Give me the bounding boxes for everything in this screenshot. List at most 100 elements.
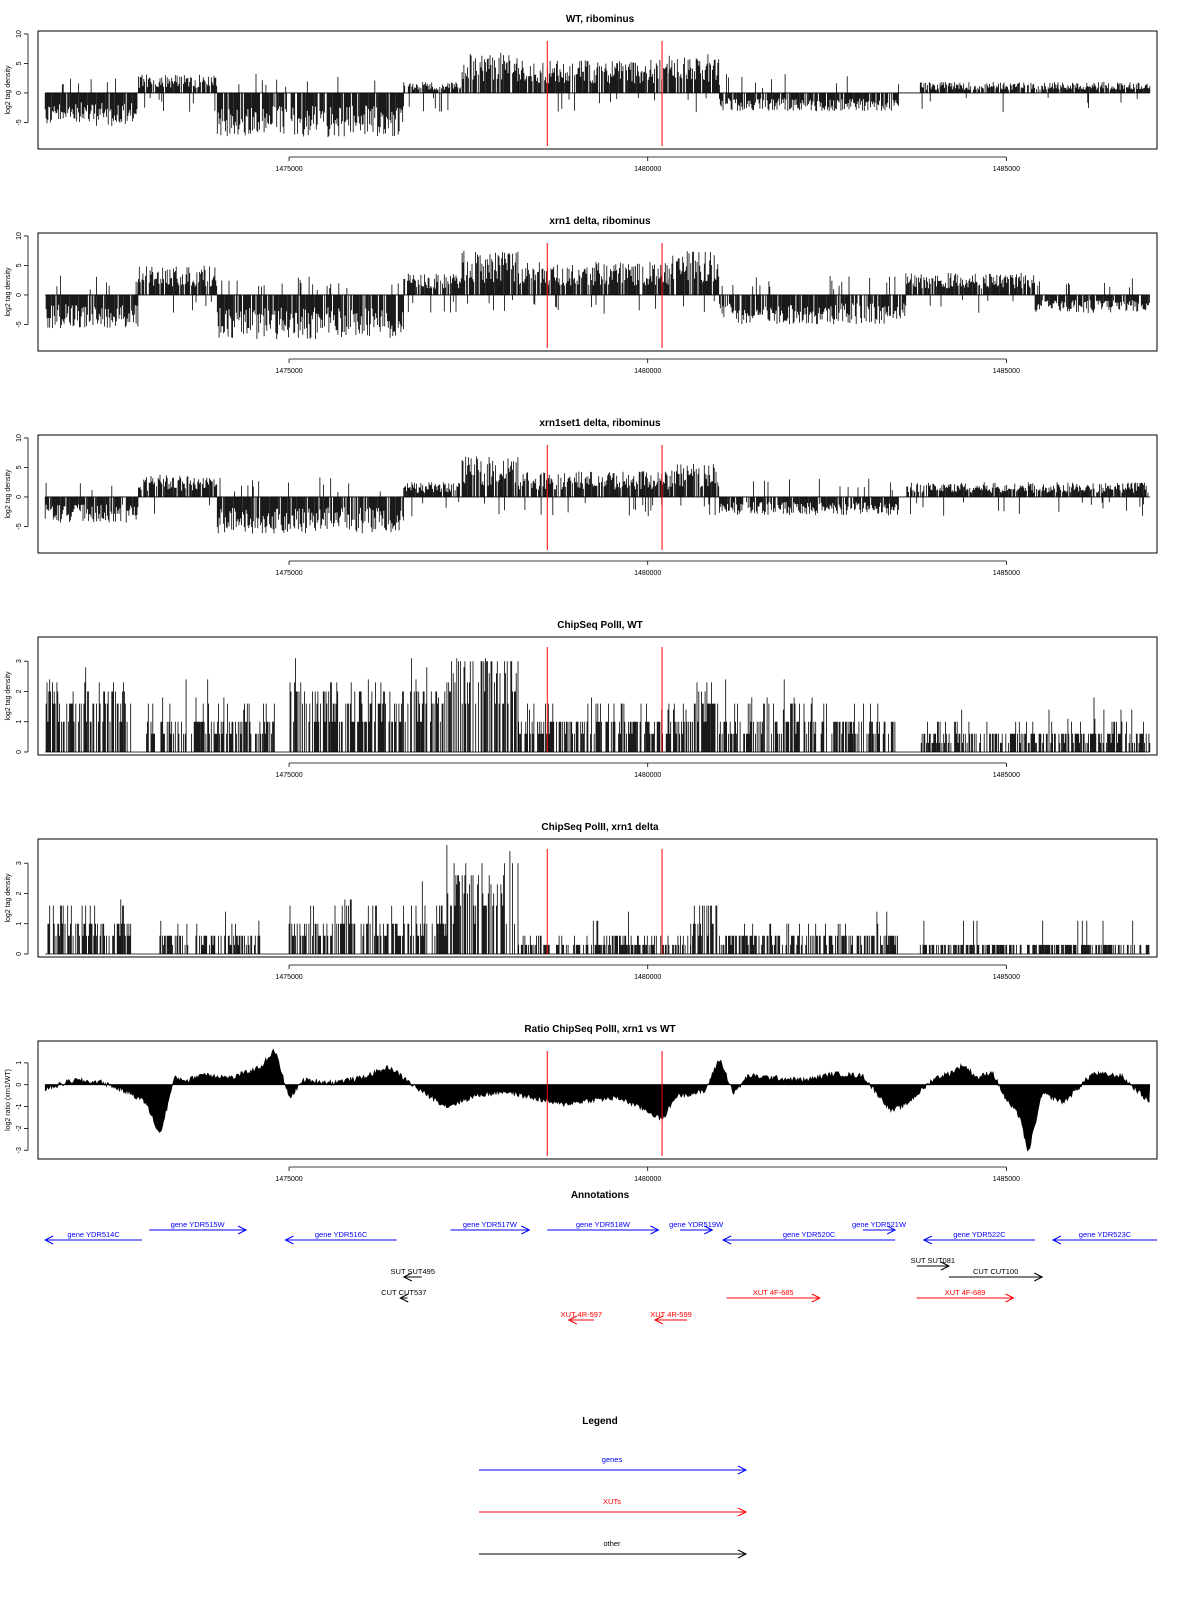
feature-label: gene YDR523C (1079, 1230, 1132, 1239)
annotations-track: Annotations gene YDR514C gene YDR515W gene … (44, 1190, 1157, 1325)
feature-arrow (916, 1293, 1015, 1303)
feature-label: gene YDR516C (315, 1230, 368, 1239)
x-tick-label: 1475000 (275, 772, 302, 779)
y-tick-label: -5 (16, 523, 23, 529)
legend-arrow (479, 1465, 748, 1475)
y-tick-label: 5 (16, 263, 23, 267)
density-bars (44, 52, 1151, 138)
feature-arrow (916, 1261, 951, 1271)
plot-frame (37, 232, 1158, 352)
feature-label: gene YDR514C (67, 1230, 120, 1239)
feature-arrow (862, 1225, 897, 1235)
y-axis-label: log2 tag density (5, 65, 12, 115)
x-tick-label: 1475000 (275, 1176, 302, 1183)
legend-arrow (479, 1549, 748, 1559)
feature-arrow (679, 1225, 714, 1235)
y-tick-label: 10 (16, 232, 23, 240)
feature-arrow (726, 1293, 821, 1303)
panel-title: ChipSeq PolII, xrn1 delta (541, 822, 659, 833)
data-series (44, 1048, 1151, 1152)
y-axis-label: log2 ratio (xrn1/WT) (5, 1069, 12, 1131)
x-tick-label: 1480000 (634, 1176, 661, 1183)
legend: Legend genes XUTs other (479, 1416, 748, 1559)
panel-5: ChipSeq PolII, xrn1 delta 0 1 2 3 log2 tag de… (5, 822, 1158, 981)
x-tick-label: 1485000 (993, 570, 1020, 577)
legend-label: genes (602, 1455, 623, 1464)
feature-arrow (399, 1293, 409, 1303)
panel-2: xrn1 delta, ribominus -5 0 5 10 log2 tag dens… (5, 216, 1158, 375)
feature-arrow (1051, 1235, 1157, 1245)
annotations-title: Annotations (571, 1190, 630, 1201)
x-tick-label: 1475000 (275, 368, 302, 375)
data-series (45, 658, 1151, 753)
panel-title: Ratio ChipSeq PolII, xrn1 vs WT (524, 1024, 675, 1035)
feature-label: gene YDR521W (852, 1220, 907, 1229)
y-axis-label: log2 tag density (5, 671, 12, 721)
y-tick-label: 5 (16, 465, 23, 469)
x-tick-label: 1485000 (993, 166, 1020, 173)
feature-arrow (922, 1235, 1036, 1245)
panel-title: ChipSeq PolII, WT (557, 620, 643, 631)
y-tick-label: -5 (16, 321, 23, 327)
ratio-area (44, 1048, 1151, 1152)
feature-label: XUT 4R-599 (650, 1310, 692, 1319)
feature-label: gene YDR520C (783, 1230, 836, 1239)
y-tick-label: 2 (16, 891, 23, 895)
x-tick-label: 1485000 (993, 974, 1020, 981)
feature-label: SUT SUT495 (391, 1267, 435, 1276)
feature-arrow (948, 1272, 1044, 1282)
y-tick-label: 1 (16, 1061, 23, 1065)
feature-label: gene YDR522C (953, 1230, 1006, 1239)
y-tick-label: -3 (16, 1147, 23, 1153)
feature-arrow (721, 1235, 896, 1245)
feature-arrow (547, 1225, 660, 1235)
y-tick-label: 1 (16, 720, 23, 724)
y-tick-label: -5 (16, 119, 23, 125)
panel-title: xrn1set1 delta, ribominus (539, 418, 661, 429)
x-tick-label: 1480000 (634, 570, 661, 577)
feature-arrow (149, 1225, 248, 1235)
x-tick-label: 1475000 (275, 166, 302, 173)
feature-arrow (567, 1315, 594, 1325)
plot-frame (37, 838, 1158, 958)
x-tick-label: 1480000 (634, 974, 661, 981)
y-axis-label: log2 tag density (5, 469, 12, 519)
data-series (45, 845, 1150, 955)
feature-arrow (402, 1272, 422, 1282)
legend-label: other (603, 1539, 621, 1548)
y-tick-label: 10 (16, 30, 23, 38)
y-tick-label: 0 (16, 1083, 23, 1087)
panel-6: Ratio ChipSeq PolII, xrn1 vs WT -3 -2 -1 0 1l… (5, 1024, 1158, 1183)
feature-arrow (653, 1315, 688, 1325)
y-tick-label: 1 (16, 922, 23, 926)
y-tick-label: 2 (16, 689, 23, 693)
feature-label: CUT CUT100 (973, 1267, 1018, 1276)
density-bars (45, 250, 1150, 340)
feature-label: XUT 4F-685 (753, 1288, 794, 1297)
panel-title: xrn1 delta, ribominus (549, 216, 651, 227)
y-tick-label: 3 (16, 861, 23, 865)
chip-bars (45, 658, 1151, 752)
feature-label: gene YDR517W (463, 1220, 518, 1229)
feature-label: gene YDR519W (669, 1220, 724, 1229)
y-axis-label: log2 tag density (5, 873, 12, 923)
feature-arrow (44, 1235, 143, 1245)
panel-1: WT, ribominus -5 0 5 10 log2 tag density 14750… (5, 14, 1158, 173)
y-tick-label: -2 (16, 1125, 23, 1131)
chip-bars (47, 845, 1150, 954)
feature-label: CUT CUT537 (381, 1288, 426, 1297)
y-tick-label: 0 (16, 495, 23, 499)
y-tick-label: 10 (16, 434, 23, 442)
density-bars (44, 456, 1149, 534)
y-axis-label: log2 tag density (5, 267, 12, 317)
y-tick-label: 3 (16, 659, 23, 663)
feature-label: gene YDR518W (576, 1220, 631, 1229)
panel-3: xrn1set1 delta, ribominus -5 0 5 10 log2 tag … (5, 418, 1158, 577)
x-tick-label: 1480000 (634, 772, 661, 779)
y-tick-label: -1 (16, 1103, 23, 1109)
x-tick-label: 1480000 (634, 368, 661, 375)
plot-frame (37, 30, 1158, 150)
feature-label: SUT SUT081 (911, 1256, 955, 1265)
data-series (45, 250, 1150, 340)
legend-arrow (479, 1507, 748, 1517)
